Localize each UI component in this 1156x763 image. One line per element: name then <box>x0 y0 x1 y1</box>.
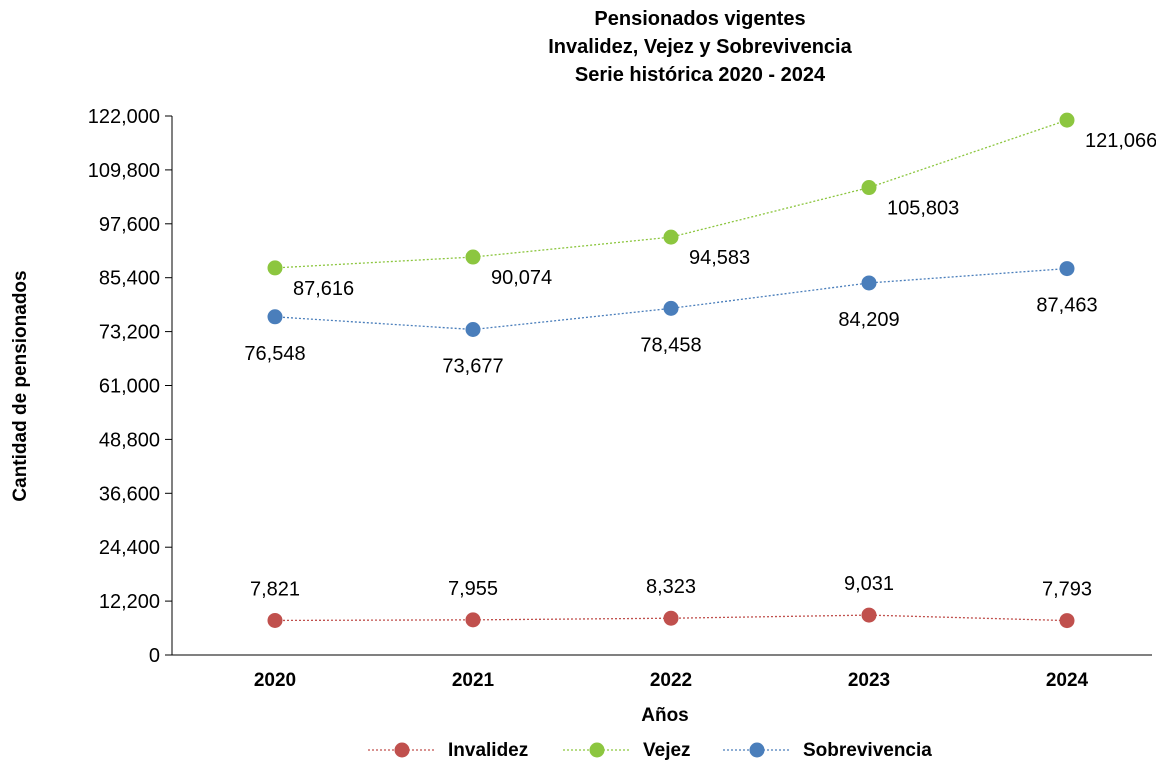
y-tick-label: 122,000 <box>88 106 160 128</box>
series <box>268 113 1075 628</box>
data-point-sobrevivencia <box>268 309 283 324</box>
x-tick-label: 2020 <box>254 670 296 691</box>
legend-label-sobrevivencia: Sobrevivencia <box>803 740 932 761</box>
x-axis-title: Años <box>641 705 689 726</box>
data-label-sobrevivencia: 76,548 <box>244 343 305 365</box>
data-label-sobrevivencia: 78,458 <box>640 334 701 356</box>
data-label-vejez: 121,066 <box>1085 130 1156 152</box>
y-axis-title: Cantidad de pensionados <box>10 270 31 501</box>
data-point-vejez <box>466 250 481 265</box>
data-point-sobrevivencia <box>1060 261 1075 276</box>
legend-item-vejez: Vejez <box>563 740 691 761</box>
data-label-invalidez: 7,793 <box>1042 579 1092 601</box>
data-label-sobrevivencia: 84,209 <box>838 309 899 331</box>
legend-marker-vejez <box>590 743 605 758</box>
legend: Invalidez Vejez Sobrevivencia <box>368 740 932 761</box>
data-label-vejez: 94,583 <box>689 247 750 269</box>
y-tick-label: 48,800 <box>99 429 160 451</box>
data-point-invalidez <box>1060 613 1075 628</box>
data-label-vejez: 105,803 <box>887 198 959 220</box>
y-tick-label: 97,600 <box>99 214 160 236</box>
axes <box>165 116 1152 655</box>
y-tick-label: 36,600 <box>99 483 160 505</box>
chart-title-line-2: Invalidez, Vejez y Sobrevivencia <box>548 36 852 58</box>
legend-label-vejez: Vejez <box>643 740 691 761</box>
data-label-invalidez: 8,323 <box>646 576 696 598</box>
data-label-vejez: 87,616 <box>293 278 354 300</box>
data-point-invalidez <box>664 611 679 626</box>
y-tick-label: 73,200 <box>99 322 160 344</box>
y-tick-label: 0 <box>149 645 160 667</box>
x-tick-label: 2023 <box>848 670 890 691</box>
legend-label-invalidez: Invalidez <box>448 740 528 761</box>
legend-marker-sobrevivencia <box>750 743 765 758</box>
series-line-vejez <box>275 120 1067 268</box>
data-label-invalidez: 7,821 <box>250 578 300 600</box>
data-point-vejez <box>1060 113 1075 128</box>
x-tick-label: 2024 <box>1046 670 1089 691</box>
series-line-sobrevivencia <box>275 269 1067 330</box>
data-point-sobrevivencia <box>466 322 481 337</box>
data-label-sobrevivencia: 73,677 <box>442 355 503 377</box>
data-label-vejez: 90,074 <box>491 267 552 289</box>
x-axis-title-text: Años <box>641 705 689 726</box>
data-label-sobrevivencia: 87,463 <box>1036 295 1097 317</box>
data-point-vejez <box>268 260 283 275</box>
data-point-sobrevivencia <box>862 275 877 290</box>
y-tick-label: 24,400 <box>99 537 160 559</box>
data-point-vejez <box>862 180 877 195</box>
y-tick-label: 109,800 <box>88 160 160 182</box>
x-tick-label: 2022 <box>650 670 692 691</box>
y-tick-label: 12,200 <box>99 591 160 613</box>
y-tick-label: 85,400 <box>99 268 160 290</box>
y-tick-labels: 0 12,200 24,400 36,600 48,800 61,000 73,200 85,… <box>88 106 160 667</box>
data-point-invalidez <box>862 608 877 623</box>
data-label-invalidez: 9,031 <box>844 573 894 595</box>
y-tick-label: 61,000 <box>99 376 160 398</box>
data-point-invalidez <box>466 612 481 627</box>
y-axis-title-text: Cantidad de pensionados <box>10 270 31 501</box>
data-label-invalidez: 7,955 <box>448 578 498 600</box>
legend-item-invalidez: Invalidez <box>368 740 528 761</box>
chart-title: Pensionados vigentes Invalidez, Vejez y S… <box>548 8 852 86</box>
legend-item-sobrevivencia: Sobrevivencia <box>723 740 932 761</box>
chart-title-line-1: Pensionados vigentes <box>594 8 805 30</box>
data-point-invalidez <box>268 613 283 628</box>
legend-marker-invalidez <box>395 743 410 758</box>
data-point-vejez <box>664 230 679 245</box>
data-labels: 7,821 7,955 8,323 9,031 7,793 87,616 90,074 94,… <box>244 130 1156 600</box>
x-tick-labels: 2020 2021 2022 2023 2024 <box>254 670 1089 691</box>
x-tick-label: 2021 <box>452 670 495 691</box>
chart-title-line-3: Serie histórica 2020 - 2024 <box>575 64 826 86</box>
data-point-sobrevivencia <box>664 301 679 316</box>
